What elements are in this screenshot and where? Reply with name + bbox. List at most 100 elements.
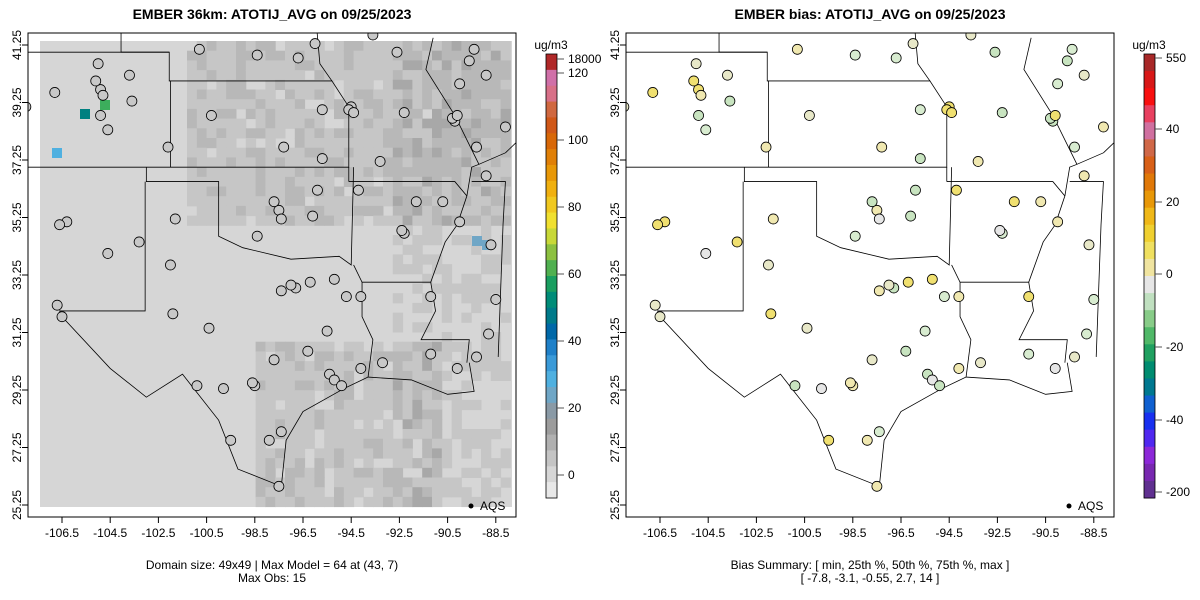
aqs-station-marker[interactable] bbox=[652, 219, 663, 231]
aqs-station-marker[interactable] bbox=[876, 141, 888, 153]
aqs-station-marker[interactable] bbox=[454, 78, 466, 90]
aqs-station-marker[interactable] bbox=[989, 46, 1001, 58]
aqs-station-marker[interactable] bbox=[302, 345, 314, 357]
aqs-station-marker[interactable] bbox=[203, 322, 215, 334]
aqs-station-marker[interactable] bbox=[823, 434, 835, 446]
aqs-station-marker[interactable] bbox=[328, 374, 340, 386]
aqs-station-marker[interactable] bbox=[1066, 43, 1078, 55]
aqs-station-marker[interactable] bbox=[316, 104, 328, 116]
aqs-station-marker[interactable] bbox=[51, 299, 63, 311]
aqs-station-marker[interactable] bbox=[485, 239, 497, 251]
aqs-station-marker[interactable] bbox=[355, 291, 367, 302]
aqs-station-marker[interactable] bbox=[1081, 328, 1092, 340]
aqs-station-marker[interactable] bbox=[938, 291, 950, 302]
aqs-station-marker[interactable] bbox=[273, 480, 285, 492]
aqs-station-marker[interactable] bbox=[167, 308, 179, 320]
aqs-station-marker[interactable] bbox=[1049, 363, 1061, 374]
aqs-station-marker[interactable] bbox=[1083, 239, 1095, 251]
aqs-station-marker[interactable] bbox=[471, 141, 482, 153]
aqs-station-marker[interactable] bbox=[654, 311, 666, 323]
aqs-station-marker[interactable] bbox=[454, 216, 466, 228]
aqs-station-marker[interactable] bbox=[336, 380, 347, 392]
aqs-station-marker[interactable] bbox=[890, 52, 902, 64]
aqs-station-marker[interactable] bbox=[206, 110, 217, 121]
aqs-station-marker[interactable] bbox=[275, 285, 287, 297]
aqs-station-marker[interactable] bbox=[914, 153, 926, 164]
aqs-station-marker[interactable] bbox=[866, 354, 878, 366]
aqs-station-marker[interactable] bbox=[801, 322, 813, 334]
aqs-station-marker[interactable] bbox=[193, 43, 205, 55]
aqs-station-marker[interactable] bbox=[866, 196, 878, 208]
aqs-station-marker[interactable] bbox=[849, 230, 861, 242]
aqs-station-marker[interactable] bbox=[953, 291, 965, 302]
aqs-station-marker[interactable] bbox=[914, 104, 926, 116]
aqs-station-marker[interactable] bbox=[1052, 78, 1064, 90]
aqs-station-marker[interactable] bbox=[292, 52, 304, 64]
aqs-station-marker[interactable] bbox=[816, 383, 827, 394]
aqs-station-marker[interactable] bbox=[328, 273, 340, 285]
aqs-station-marker[interactable] bbox=[1052, 216, 1064, 228]
aqs-station-marker[interactable] bbox=[191, 380, 203, 392]
aqs-station-marker[interactable] bbox=[731, 236, 743, 248]
aqs-station-marker[interactable] bbox=[97, 89, 109, 101]
aqs-station-marker[interactable] bbox=[169, 213, 181, 225]
aqs-station-marker[interactable] bbox=[849, 49, 861, 61]
aqs-station-marker[interactable] bbox=[304, 276, 316, 288]
aqs-station-marker[interactable] bbox=[268, 354, 280, 366]
aqs-station-marker[interactable] bbox=[844, 377, 856, 389]
aqs-station-marker[interactable] bbox=[251, 230, 263, 242]
aqs-station-marker[interactable] bbox=[700, 124, 712, 136]
aqs-station-marker[interactable] bbox=[451, 363, 463, 374]
aqs-station-marker[interactable] bbox=[910, 184, 921, 196]
aqs-station-marker[interactable] bbox=[21, 101, 32, 112]
aqs-station-marker[interactable] bbox=[54, 219, 65, 231]
aqs-station-marker[interactable] bbox=[951, 184, 962, 196]
aqs-station-marker[interactable] bbox=[124, 69, 135, 81]
aqs-station-marker[interactable] bbox=[90, 75, 102, 87]
aqs-station-marker[interactable] bbox=[480, 69, 492, 81]
aqs-station-marker[interactable] bbox=[946, 107, 958, 118]
aqs-station-marker[interactable] bbox=[490, 294, 502, 305]
aqs-station-marker[interactable] bbox=[994, 225, 1006, 236]
aqs-station-marker[interactable] bbox=[251, 49, 263, 61]
aqs-station-marker[interactable] bbox=[649, 299, 661, 311]
aqs-station-marker[interactable] bbox=[873, 213, 885, 225]
aqs-station-marker[interactable] bbox=[965, 30, 977, 41]
aqs-station-marker[interactable] bbox=[374, 156, 386, 167]
aqs-station-marker[interactable] bbox=[760, 141, 772, 153]
aqs-station-marker[interactable] bbox=[1069, 141, 1080, 153]
aqs-station-marker[interactable] bbox=[307, 210, 319, 222]
aqs-station-marker[interactable] bbox=[873, 426, 885, 438]
aqs-station-marker[interactable] bbox=[340, 291, 352, 302]
aqs-station-marker[interactable] bbox=[1088, 294, 1100, 305]
aqs-station-marker[interactable] bbox=[1078, 170, 1090, 182]
aqs-station-marker[interactable] bbox=[765, 308, 777, 320]
aqs-station-marker[interactable] bbox=[425, 291, 437, 302]
aqs-station-marker[interactable] bbox=[410, 196, 422, 208]
aqs-station-marker[interactable] bbox=[804, 110, 815, 121]
aqs-station-marker[interactable] bbox=[975, 357, 986, 369]
aqs-station-marker[interactable] bbox=[312, 184, 323, 196]
aqs-station-marker[interactable] bbox=[285, 279, 297, 291]
aqs-station-marker[interactable] bbox=[1035, 196, 1047, 208]
aqs-station-marker[interactable] bbox=[767, 213, 779, 225]
aqs-station-marker[interactable] bbox=[309, 38, 321, 49]
aqs-station-marker[interactable] bbox=[398, 107, 410, 118]
aqs-station-marker[interactable] bbox=[92, 58, 104, 70]
aqs-station-marker[interactable] bbox=[500, 121, 511, 133]
aqs-station-marker[interactable] bbox=[883, 279, 895, 291]
aqs-station-marker[interactable] bbox=[468, 43, 480, 55]
aqs-station-marker[interactable] bbox=[102, 124, 114, 136]
aqs-station-marker[interactable] bbox=[905, 210, 917, 222]
aqs-station-marker[interactable] bbox=[316, 153, 328, 164]
aqs-station-marker[interactable] bbox=[996, 107, 1008, 118]
aqs-station-marker[interactable] bbox=[348, 107, 360, 118]
aqs-station-marker[interactable] bbox=[789, 380, 801, 392]
aqs-station-marker[interactable] bbox=[471, 351, 482, 363]
aqs-station-marker[interactable] bbox=[1023, 348, 1035, 360]
aqs-station-marker[interactable] bbox=[1061, 55, 1073, 67]
aqs-station-marker[interactable] bbox=[1098, 121, 1109, 133]
aqs-station-marker[interactable] bbox=[353, 184, 364, 196]
aqs-station-marker[interactable] bbox=[1069, 351, 1080, 363]
aqs-station-marker[interactable] bbox=[861, 434, 873, 446]
